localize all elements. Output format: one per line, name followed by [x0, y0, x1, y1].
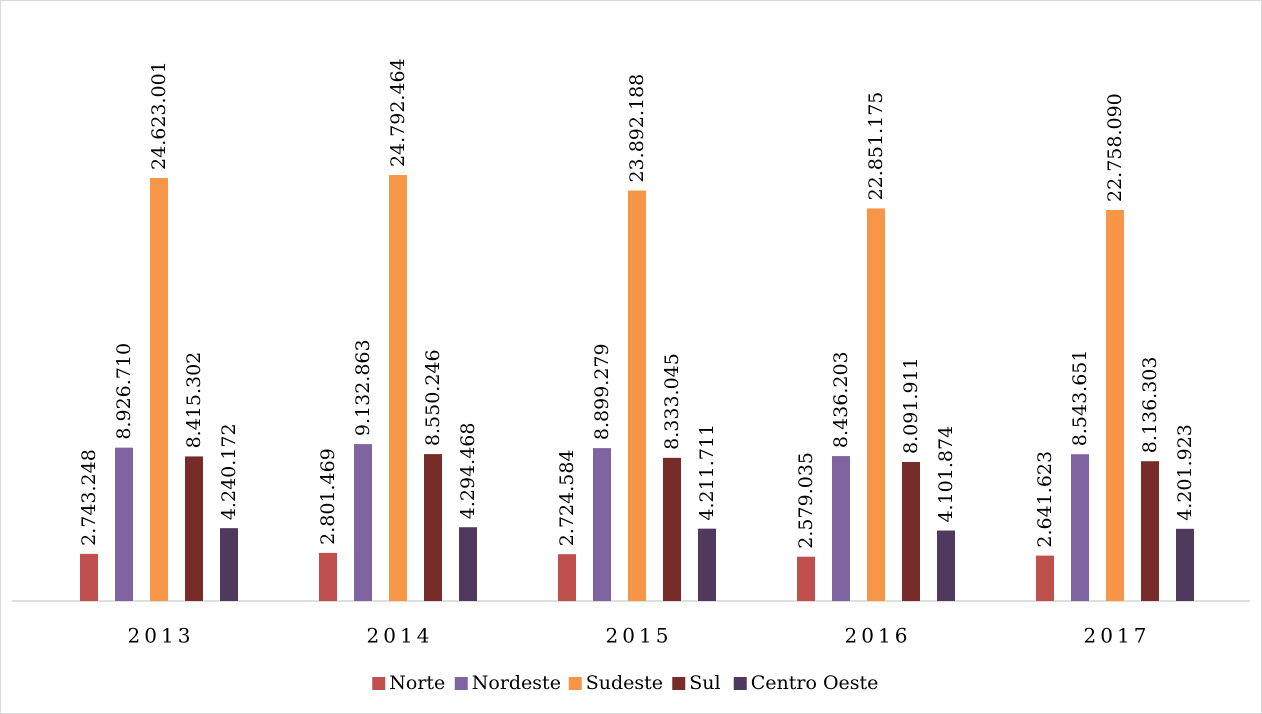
- data-label: 4.240.172: [218, 423, 240, 520]
- x-tick-label: 2014: [367, 624, 434, 648]
- legend-label: Centro Oeste: [751, 672, 879, 694]
- bar: [389, 175, 407, 602]
- data-label: 4.211.711: [696, 424, 718, 521]
- x-tick-label: 2015: [606, 624, 673, 648]
- bar: [902, 461, 920, 601]
- data-label: 8.333.045: [661, 353, 683, 450]
- bar: [558, 554, 576, 601]
- bar: [797, 556, 815, 601]
- bar: [150, 177, 168, 601]
- data-label: 4.294.468: [457, 423, 479, 520]
- data-label: 23.892.188: [626, 74, 648, 183]
- bar: [1176, 528, 1194, 601]
- legend-swatch: [568, 677, 582, 690]
- x-tick-label: 2013: [128, 624, 195, 648]
- data-label: 24.792.464: [387, 58, 409, 167]
- bar: [832, 456, 850, 601]
- bar: [1071, 454, 1089, 601]
- legend-label: Sul: [689, 672, 720, 694]
- bar: [354, 444, 372, 601]
- bar: [698, 528, 716, 601]
- legend-swatch: [733, 677, 747, 690]
- bar: [424, 454, 442, 601]
- legend-label: Norte: [389, 672, 445, 694]
- legend-swatch: [372, 677, 386, 690]
- bar: [593, 448, 611, 601]
- data-label: 2.724.584: [556, 449, 578, 546]
- bar: [867, 208, 885, 601]
- bar: [628, 190, 646, 601]
- data-label: 2.579.035: [795, 452, 817, 549]
- data-label: 2.743.248: [78, 449, 100, 546]
- bar: [937, 530, 955, 601]
- data-label: 4.201.923: [1174, 424, 1196, 521]
- bar: [185, 456, 203, 601]
- data-label: 2.641.623: [1034, 451, 1056, 548]
- x-tick-label: 2016: [845, 624, 912, 648]
- bar: [80, 553, 98, 601]
- data-label: 8.543.651: [1069, 350, 1091, 447]
- data-label: 8.550.246: [422, 349, 444, 446]
- data-label: 8.899.279: [591, 343, 613, 440]
- data-label: 8.136.303: [1139, 357, 1161, 454]
- data-label: 8.926.710: [113, 343, 135, 440]
- bar: [115, 447, 133, 601]
- data-label: 22.758.090: [1104, 93, 1126, 202]
- bar: [1141, 461, 1159, 601]
- data-label: 24.623.001: [148, 61, 170, 170]
- legend-swatch: [454, 677, 468, 690]
- bar: [663, 457, 681, 601]
- legend-label: Nordeste: [472, 672, 561, 694]
- legend-label: Sudeste: [586, 672, 663, 694]
- bar: [220, 528, 238, 601]
- data-label: 22.851.175: [865, 92, 887, 201]
- data-label: 9.132.863: [352, 339, 374, 436]
- data-label: 8.091.911: [900, 357, 922, 454]
- bar: [319, 552, 337, 601]
- bar: [1106, 210, 1124, 601]
- data-label: 8.436.203: [830, 351, 852, 448]
- data-label: 2.801.469: [317, 448, 339, 545]
- data-label: 8.415.302: [183, 352, 205, 449]
- bar: [1036, 555, 1054, 601]
- x-tick-label: 2017: [1084, 624, 1151, 648]
- bar: [459, 527, 477, 601]
- data-label: 4.101.874: [935, 426, 957, 523]
- legend-swatch: [672, 677, 686, 690]
